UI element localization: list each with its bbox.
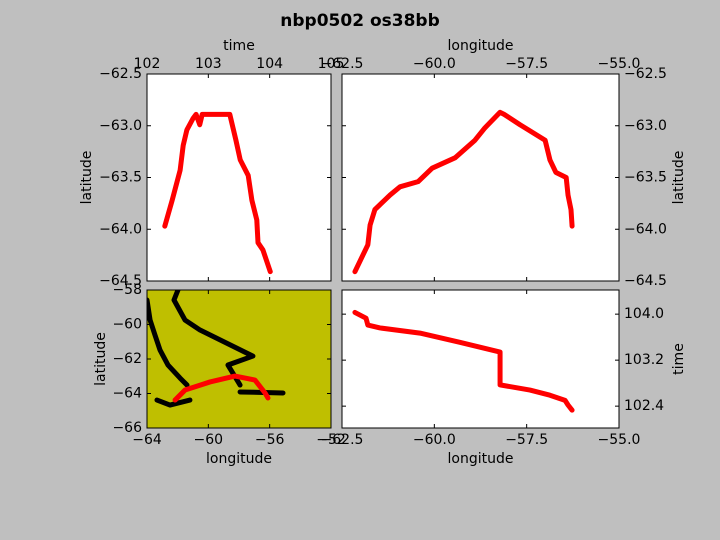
x-axis-label: longitude: [448, 38, 514, 54]
y-tick-label: −62.5: [624, 66, 667, 82]
x-tick-label: −56: [255, 432, 285, 448]
y-axis-label: latitude: [79, 151, 95, 205]
y-axis-label: time: [671, 343, 687, 375]
x-tick-label: −55.0: [598, 432, 641, 448]
y-tick-label: −63.0: [99, 118, 142, 134]
track-line: [162, 111, 273, 275]
y-tick-label: −60: [112, 317, 142, 333]
y-tick-label: −64.5: [99, 273, 142, 289]
y-tick-label: −62: [112, 351, 142, 367]
axes-background: [147, 74, 331, 281]
x-tick-label: −60.0: [413, 432, 456, 448]
y-tick-label: −58: [112, 282, 142, 298]
x-tick-label: −57.5: [505, 432, 548, 448]
x-tick-label: −60: [194, 432, 224, 448]
axes-background: [342, 74, 619, 281]
x-tick-label: 104: [256, 56, 283, 72]
track-line: [172, 373, 271, 403]
y-tick-label: −64.5: [624, 273, 667, 289]
y-axis-label: latitude: [93, 332, 109, 386]
x-axis-label: longitude: [448, 451, 514, 467]
x-tick-label: −60.0: [413, 56, 456, 72]
x-tick-label: −62.5: [321, 56, 364, 72]
subplot: −62.5 −60.0 −57.5 −55.0 102.4 103.2 104.0 longi…: [321, 289, 687, 467]
y-tick-label: −64.0: [624, 221, 667, 237]
x-tick-label: 102: [134, 56, 161, 72]
axes-frame: [341, 289, 620, 429]
plot-area: [147, 290, 286, 408]
plot-area: [352, 309, 575, 413]
y-tick-label: −62.5: [99, 66, 142, 82]
track-line: [352, 309, 575, 413]
x-tick-label: 103: [195, 56, 222, 72]
y-tick-label: −63.0: [624, 118, 667, 134]
y-tick-label: −66: [112, 420, 142, 436]
subplot: −64 −60 −56 −52−66−64−62−60−58longitudelati…: [93, 282, 346, 467]
y-tick-label: −64.0: [99, 221, 142, 237]
y-tick-label: −63.5: [99, 170, 142, 186]
y-axis-label: latitude: [671, 151, 687, 205]
x-tick-label: −52: [316, 432, 346, 448]
x-tick-label: −57.5: [505, 56, 548, 72]
x-axis-label: longitude: [206, 451, 272, 467]
figure-title: nbp0502 os38bb: [280, 11, 439, 31]
y-tick-label: 102.4: [624, 398, 664, 414]
y-tick-label: 103.2: [624, 352, 664, 368]
axes-background: [342, 290, 619, 428]
plot-area: [352, 109, 575, 275]
track-line: [147, 290, 286, 408]
track-line: [352, 109, 575, 275]
x-tick-label: −64: [132, 432, 162, 448]
subplot: 102 103 104 105 −64.5 −64.0 −63.5 −63.0 −62.5 tim…: [79, 38, 344, 289]
x-tick-label: 105: [318, 56, 345, 72]
x-tick-label: −62.5: [321, 432, 364, 448]
y-tick-label: −64: [112, 386, 142, 402]
plot-area: [162, 111, 273, 275]
x-tick-label: −55.0: [598, 56, 641, 72]
subplot: −62.5 −60.0 −57.5 −55.0 −64.5 −64.0 −63.5 −63.0…: [321, 38, 687, 289]
y-tick-label: −63.5: [624, 170, 667, 186]
y-tick-label: 104.0: [624, 306, 664, 322]
x-axis-label: time: [223, 38, 255, 54]
